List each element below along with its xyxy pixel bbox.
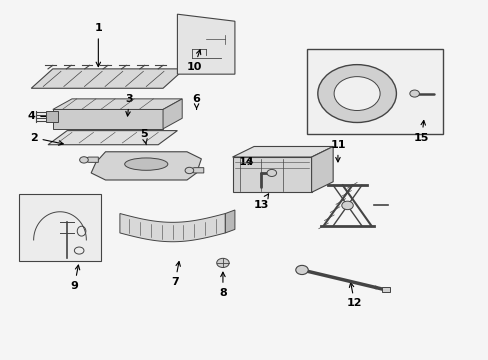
Circle shape bbox=[266, 170, 276, 176]
Bar bbox=[306, 49, 443, 134]
Polygon shape bbox=[53, 109, 163, 129]
Text: 5: 5 bbox=[140, 129, 147, 145]
Ellipse shape bbox=[124, 158, 167, 170]
Polygon shape bbox=[232, 147, 332, 157]
Polygon shape bbox=[53, 99, 182, 109]
Text: 11: 11 bbox=[329, 140, 345, 162]
Circle shape bbox=[317, 65, 396, 122]
Polygon shape bbox=[311, 147, 332, 192]
Text: 8: 8 bbox=[219, 272, 226, 298]
Text: 3: 3 bbox=[125, 94, 133, 116]
Text: 2: 2 bbox=[30, 133, 63, 145]
Circle shape bbox=[409, 90, 419, 97]
Circle shape bbox=[341, 201, 352, 210]
Circle shape bbox=[216, 258, 229, 267]
Text: 9: 9 bbox=[70, 265, 80, 291]
Text: 4: 4 bbox=[27, 112, 56, 121]
Polygon shape bbox=[48, 131, 177, 145]
Text: 1: 1 bbox=[94, 23, 102, 67]
Polygon shape bbox=[120, 213, 225, 242]
Circle shape bbox=[333, 77, 379, 111]
Polygon shape bbox=[189, 168, 203, 173]
Circle shape bbox=[295, 265, 307, 275]
Circle shape bbox=[184, 167, 193, 174]
Bar bbox=[381, 287, 389, 292]
Text: 7: 7 bbox=[171, 262, 180, 287]
Polygon shape bbox=[19, 194, 101, 261]
Polygon shape bbox=[31, 69, 184, 88]
Polygon shape bbox=[232, 157, 311, 192]
Polygon shape bbox=[45, 111, 58, 122]
Circle shape bbox=[80, 157, 88, 163]
Polygon shape bbox=[163, 99, 182, 129]
Polygon shape bbox=[225, 210, 234, 233]
Text: 10: 10 bbox=[186, 50, 202, 72]
Polygon shape bbox=[177, 14, 234, 74]
Text: 12: 12 bbox=[346, 283, 362, 309]
Text: 14: 14 bbox=[239, 157, 254, 167]
Text: 6: 6 bbox=[94, 160, 111, 171]
Polygon shape bbox=[84, 157, 98, 162]
Text: 6: 6 bbox=[192, 94, 200, 109]
Text: 13: 13 bbox=[253, 194, 268, 210]
Text: 15: 15 bbox=[413, 121, 428, 143]
Polygon shape bbox=[91, 152, 201, 180]
